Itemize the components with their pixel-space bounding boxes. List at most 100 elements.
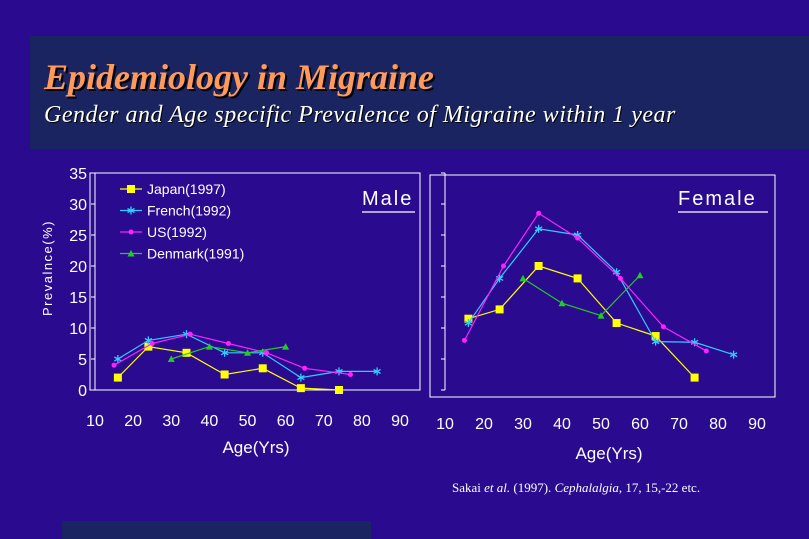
chart2-series-japan-1997-point xyxy=(534,262,543,270)
chart2-x-tick-label: 80 xyxy=(709,416,727,433)
citation-rest: , 17, 15,-22 etc. xyxy=(618,480,701,495)
slide-subtitle: Gender and Age specific Prevalence of Mi… xyxy=(44,102,676,128)
chart2-series-french-1992-point-stroke xyxy=(534,226,543,232)
chart2-x-tick-label: 70 xyxy=(670,416,688,433)
legend-us-1992-label: US(1992) xyxy=(147,224,207,240)
chart1-y-tick-label: 10 xyxy=(69,321,87,338)
chart1-x-tick-label: 60 xyxy=(277,413,295,430)
chart1-y-tick-label: 30 xyxy=(69,197,87,214)
citation-year: (1997). xyxy=(510,480,555,495)
chart2-series-french-1992-line xyxy=(467,228,734,356)
chart2-series-japan-1997-point xyxy=(495,305,504,314)
slide-title: Epidemiology in Migraine xyxy=(44,57,435,97)
chart1-series-denmark-1991-line xyxy=(171,345,286,360)
chart1-series-us-1992-point xyxy=(302,365,308,371)
chart1-series-us-1992-point xyxy=(225,341,231,346)
chart1-series-japan-1997-point xyxy=(182,348,191,357)
chart1-y-axis-label: Prevalnce(%) xyxy=(40,220,55,316)
chart2-frame xyxy=(429,174,776,398)
chart1-series-french-1992-point-stroke xyxy=(220,350,229,356)
chart1-series-us-1992-point xyxy=(187,331,193,337)
chart1-x-tick-label: 50 xyxy=(239,413,257,430)
chart1-x-tick-label: 80 xyxy=(353,413,371,430)
legend-french-1992-label: French(1992) xyxy=(147,203,231,219)
chart1-y-tick-label: 35 xyxy=(69,166,87,183)
chart2-series-french-1992-point xyxy=(729,350,738,359)
header-band xyxy=(30,36,809,149)
chart2-series-denmark-1991-point xyxy=(519,274,527,282)
chart2-series-us-1992-point xyxy=(660,324,666,330)
chart1-series-french-1992-point-stroke xyxy=(114,356,122,362)
legend-japan-1997-marker xyxy=(127,185,135,193)
chart2-series-denmark-1991-point xyxy=(597,312,605,319)
chart1-y-tick-label: 25 xyxy=(69,228,87,245)
citation-journal: Cephalalgia xyxy=(554,480,619,495)
chart2-x-tick-label: 60 xyxy=(631,416,649,433)
chart1-series-japan-1997-point xyxy=(113,373,122,382)
chart1-y-tick-label: 5 xyxy=(78,352,87,369)
chart2-x-tick-label: 30 xyxy=(514,416,532,433)
chart2-series-french-1992-point-stroke xyxy=(464,320,473,326)
chart1-series-japan-1997-point xyxy=(144,342,153,351)
chart2-series-us-1992-point xyxy=(703,348,709,354)
chart2-series-french-1992-point xyxy=(651,337,660,346)
chart1-series-denmark-1991-point xyxy=(244,349,251,356)
chart1-series-us-1992-point xyxy=(111,362,117,368)
chart2-x-tick-label: 90 xyxy=(748,416,766,433)
chart2-series-japan-1997-point xyxy=(690,373,699,382)
chart1-series-japan-1997-point xyxy=(220,370,229,379)
chart1-x-tick-label: 10 xyxy=(86,413,104,430)
chart2-panel-title: Female xyxy=(678,188,757,210)
chart2-series-french-1992-point xyxy=(464,319,473,328)
legend-us-1992-marker xyxy=(128,229,134,235)
chart1-series-denmark-1991-point xyxy=(205,343,213,350)
chart2-series-us-1992-line xyxy=(463,212,707,352)
chart1-series-japan-1997-point xyxy=(335,386,343,394)
chart2-x-tick-label: 10 xyxy=(436,416,454,433)
chart1-y-tick-label: 20 xyxy=(69,259,87,276)
chart1-series-french-1992-point xyxy=(297,373,305,382)
chart2-series-french-1992-point-stroke xyxy=(612,269,621,275)
legend-french-1992-marker xyxy=(127,206,135,215)
chart1-series-french-1992-point xyxy=(373,367,381,376)
chart1-series-french-1992-point xyxy=(220,348,229,357)
legend-japan-1997-label: Japan(1997) xyxy=(147,181,226,197)
chart1-series-us-1992-point xyxy=(264,350,270,356)
chart1-series-french-1992-point-stroke xyxy=(144,337,153,343)
chart1-x-tick-label: 40 xyxy=(200,413,218,430)
legend-denmark-1991-marker xyxy=(127,250,135,257)
citation-etal: et al. xyxy=(484,480,511,495)
chart2-series-japan-1997-point xyxy=(612,319,621,328)
chart1-x-tick-label: 70 xyxy=(315,413,333,430)
chart2-x-axis-label: Age(Yrs) xyxy=(575,444,642,463)
chart2-x-tick-label: 20 xyxy=(475,416,493,433)
chart1-series-japan-1997-point xyxy=(296,384,305,393)
chart1-series-french-1992-point xyxy=(114,355,122,363)
legend-denmark-1991-label: Denmark(1991) xyxy=(147,246,244,262)
chart1-x-tick-label: 20 xyxy=(124,413,142,430)
chart2-series-japan-1997-point xyxy=(651,332,660,341)
chart2-series-us-1992-point xyxy=(501,263,506,269)
chart2-x-tick-label: 50 xyxy=(592,416,610,433)
chart1-series-denmark-1991-point xyxy=(282,343,290,350)
chart1-series-us-1992-point xyxy=(347,372,353,377)
chart1-series-japan-1997-point xyxy=(258,364,267,373)
chart2-series-us-1992-point xyxy=(536,210,542,216)
chart2-series-denmark-1991-line xyxy=(522,274,641,317)
chart2-series-japan-1997-point xyxy=(573,274,582,283)
citation-author: Sakai xyxy=(452,480,485,495)
chart1-series-french-1992-point-stroke xyxy=(373,368,381,374)
chart1-y-tick-label: 15 xyxy=(69,290,87,307)
chart2-x-tick-label: 40 xyxy=(553,416,571,433)
chart2-series-french-1992-point-stroke xyxy=(729,352,738,358)
chart2-series-french-1992-point xyxy=(534,224,543,233)
chart2-series-french-1992-point-stroke xyxy=(651,339,660,345)
legend-french-1992-marker-stroke xyxy=(127,207,135,214)
chart2-series-us-1992-point xyxy=(575,235,581,241)
chart1-series-denmark-1991-point xyxy=(167,355,175,362)
chart2-series-us-1992-point xyxy=(462,337,467,343)
chart2-series-japan-1997-line xyxy=(468,265,696,379)
chart1-x-axis-label: Age(Yrs) xyxy=(222,438,289,457)
citation: Sakai et al. (1997). Cephalalgia, 17, 15… xyxy=(452,480,700,496)
